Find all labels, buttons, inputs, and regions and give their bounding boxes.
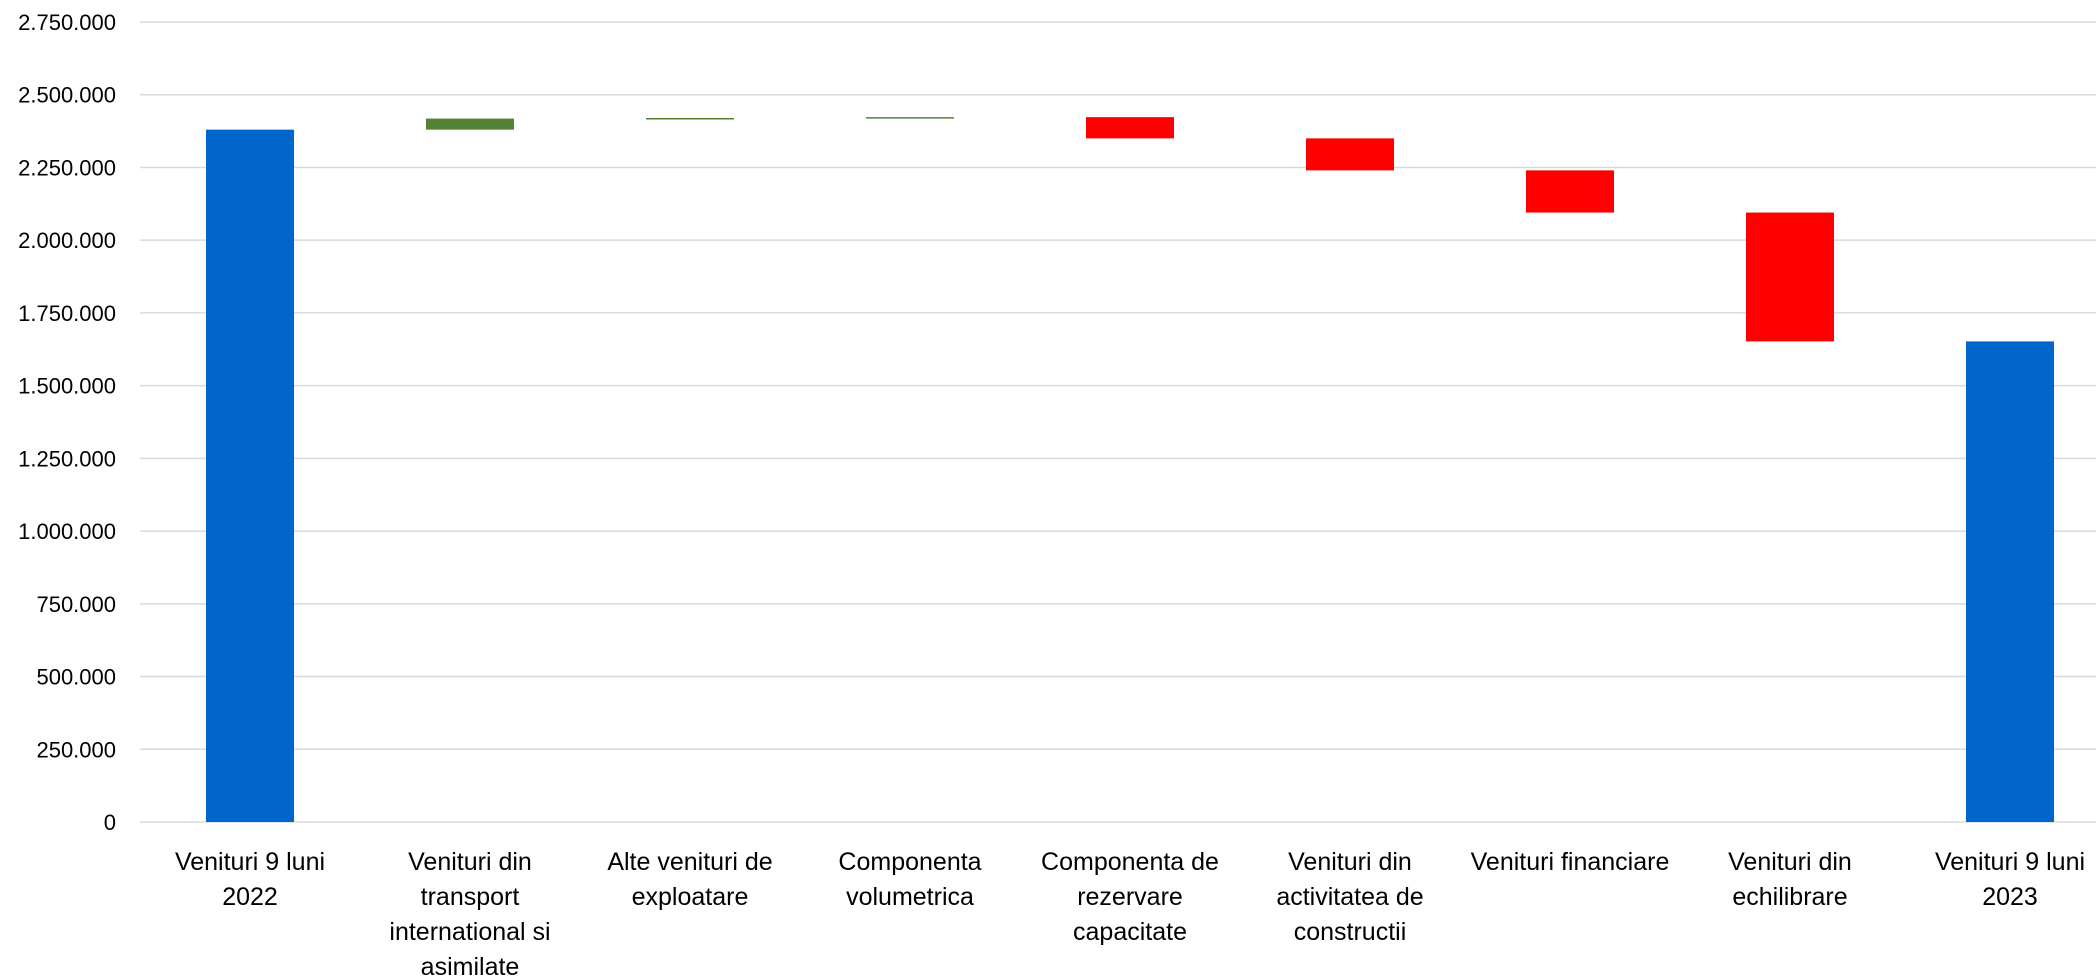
category-label-line: Alte venituri de	[607, 848, 772, 876]
x-axis-category-labels: Venituri 9 luni 2022 Venituri din transport…	[175, 848, 2085, 978]
category-label-line: capacitate	[1073, 918, 1187, 946]
category-label-line: Venituri din	[408, 848, 532, 876]
bars	[206, 117, 2054, 823]
category-label: Venituri financiare	[1471, 848, 1670, 876]
category-label-line: echilibrare	[1732, 883, 1847, 911]
category-label-line: 2023	[1982, 883, 2038, 911]
category-label-line: asimilate	[421, 953, 520, 978]
bar-total	[206, 129, 294, 823]
y-tick-label: 1.000.000	[18, 519, 116, 544]
y-tick-label: 2.000.000	[18, 228, 116, 253]
category-label: Venituri din echilibrare	[1728, 848, 1852, 911]
category-label: Venituri 9 luni 2023	[1935, 848, 2085, 911]
category-label: Alte venituri de exploatare	[607, 848, 772, 911]
y-tick-label: 2.500.000	[18, 83, 116, 108]
category-label: Componenta de rezervare capacitate	[1041, 848, 1219, 946]
category-label-line: volumetrica	[846, 883, 974, 911]
category-label-line: Venituri din	[1288, 848, 1412, 876]
bar-increase	[646, 118, 734, 120]
category-label: Venituri din activitatea de constructii	[1276, 848, 1423, 946]
bar-total	[1966, 341, 2054, 822]
y-tick-label: 750.000	[36, 592, 116, 617]
category-label-line: Venituri 9 luni	[175, 848, 325, 876]
gridlines	[140, 21, 2096, 823]
bar-decrease	[1086, 117, 1174, 139]
y-tick-label: 500.000	[36, 665, 116, 690]
y-tick-label: 1.250.000	[18, 446, 116, 471]
bar-increase	[426, 118, 514, 130]
category-label-line: activitatea de	[1276, 883, 1423, 911]
y-axis-tick-labels: 0 250.000 500.000 750.000 1.000.000 1.250.000…	[18, 10, 116, 835]
bar-decrease	[1306, 138, 1394, 171]
category-label-line: 2022	[222, 883, 278, 911]
bar-increase	[866, 117, 954, 119]
category-label: Venituri 9 luni 2022	[175, 848, 325, 911]
category-label-line: constructii	[1294, 918, 1407, 946]
bar-decrease	[1746, 212, 1834, 342]
y-tick-label: 1.500.000	[18, 374, 116, 399]
category-label-line: exploatare	[632, 883, 749, 911]
category-label-line: international si	[389, 918, 550, 946]
category-label-line: Venituri 9 luni	[1935, 848, 2085, 876]
bar-decrease	[1526, 170, 1614, 213]
category-label: Venituri din transport international si asi…	[389, 848, 550, 978]
category-label-line: Componenta de	[1041, 848, 1219, 876]
category-label-line: rezervare	[1077, 883, 1183, 911]
y-tick-label: 1.750.000	[18, 301, 116, 326]
category-label: Componenta volumetrica	[838, 848, 981, 911]
category-label-line: Venituri din	[1728, 848, 1852, 876]
category-label-line: Venituri financiare	[1471, 848, 1670, 876]
y-tick-label: 0	[104, 810, 116, 835]
y-tick-label: 250.000	[36, 737, 116, 762]
category-label-line: Componenta	[838, 848, 981, 876]
category-label-line: transport	[421, 883, 520, 911]
y-tick-label: 2.750.000	[18, 10, 116, 35]
y-tick-label: 2.250.000	[18, 155, 116, 180]
